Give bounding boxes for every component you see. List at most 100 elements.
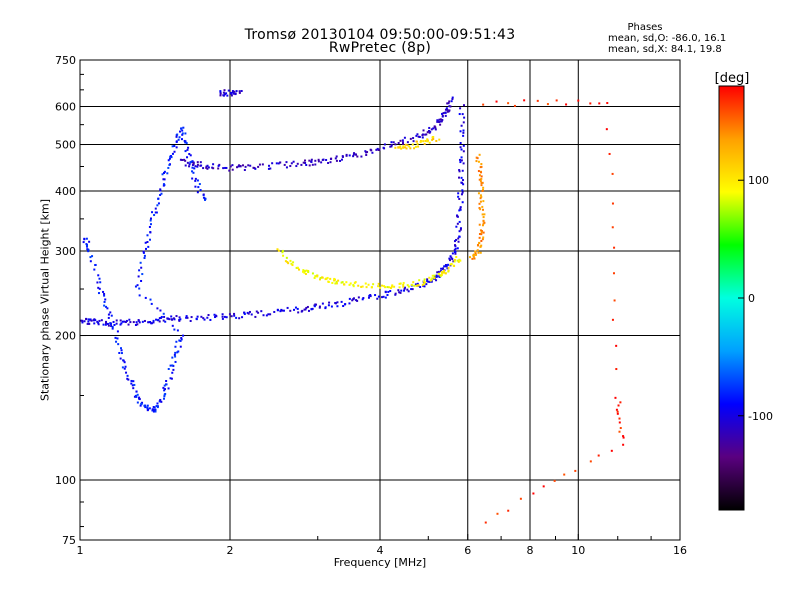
scatter-point	[123, 320, 126, 323]
scatter-point	[459, 207, 462, 210]
scatter-point	[318, 305, 321, 308]
scatter-point	[381, 296, 384, 299]
scatter-point	[415, 140, 418, 143]
scatter-point	[457, 237, 460, 240]
scatter-point	[96, 281, 99, 284]
scatter-point	[194, 177, 197, 180]
scatter-point	[170, 315, 173, 318]
scatter-point	[279, 161, 282, 164]
scatter-point	[458, 176, 461, 179]
scatter-point	[157, 318, 160, 321]
scatter-point	[618, 421, 621, 424]
scatter-point	[613, 299, 616, 302]
scatter-point	[458, 197, 461, 200]
scatter-point	[236, 166, 239, 169]
scatter-point	[435, 139, 438, 142]
scatter-point	[460, 176, 463, 179]
scatter-point	[136, 393, 139, 396]
scatter-point	[446, 108, 449, 111]
scatter-point	[314, 163, 317, 166]
scatter-point	[589, 460, 592, 463]
scatter-point	[461, 201, 464, 204]
scatter-point	[479, 180, 482, 183]
scatter-point	[444, 272, 447, 275]
scatter-point	[144, 241, 147, 244]
scatter-point	[173, 353, 176, 356]
scatter-point	[163, 170, 166, 173]
scatter-point	[408, 145, 411, 148]
scatter-point	[366, 151, 369, 154]
scatter-point	[450, 262, 453, 265]
scatter-point	[239, 165, 242, 168]
scatter-point	[295, 165, 298, 168]
scatter-point	[461, 191, 464, 194]
scatter-point	[453, 248, 456, 251]
scatter-point	[480, 182, 483, 185]
scatter-point	[611, 172, 614, 175]
scatter-point	[481, 238, 484, 241]
scatter-point	[348, 154, 351, 157]
scatter-point	[144, 296, 147, 299]
scatter-point	[459, 146, 462, 149]
scatter-point	[302, 270, 305, 273]
scatter-point	[407, 285, 410, 288]
scatter-point	[138, 396, 141, 399]
scatter-point	[459, 208, 462, 211]
scatter-point	[398, 146, 401, 149]
scatter-point	[151, 211, 154, 214]
scatter-point	[482, 216, 485, 219]
scatter-point	[423, 282, 426, 285]
scatter-point	[444, 111, 447, 114]
scatter-point	[176, 133, 179, 136]
scatter-point	[172, 364, 175, 367]
scatter-point	[85, 244, 88, 247]
scatter-point	[354, 281, 357, 284]
scatter-point	[598, 102, 601, 105]
scatter-point	[143, 404, 146, 407]
scatter-point	[225, 166, 228, 169]
scatter-point	[461, 169, 464, 172]
scatter-point	[127, 323, 130, 326]
scatter-point	[458, 113, 461, 116]
scatter-point	[453, 260, 456, 263]
scatter-point	[97, 321, 100, 324]
scatter-point	[352, 284, 355, 287]
scatter-point	[330, 305, 333, 308]
scatter-point	[314, 303, 317, 306]
scatter-point	[113, 323, 116, 326]
scatter-point	[349, 282, 352, 285]
scatter-point	[390, 145, 393, 148]
scatter-point	[310, 308, 313, 311]
scatter-point	[482, 200, 485, 203]
scatter-point	[422, 280, 425, 283]
scatter-point	[339, 159, 342, 162]
scatter-point	[141, 401, 144, 404]
scatter-point	[342, 305, 345, 308]
scatter-point	[304, 308, 307, 311]
scatter-point	[178, 339, 181, 342]
axis-ticks: 1 2 4 6 8 10 16 75 100 200 300 400 500 600 750	[55, 54, 687, 557]
scatter-point	[160, 192, 163, 195]
scatter-point	[163, 384, 166, 387]
scatter-point	[421, 133, 424, 136]
scatter-point	[230, 91, 233, 94]
scatter-point	[290, 162, 293, 165]
scatter-point	[317, 158, 320, 161]
scatter-point	[235, 316, 238, 319]
scatter-point	[377, 285, 380, 288]
scatter-point	[398, 291, 401, 294]
scatter-point	[352, 155, 355, 158]
scatter-point	[337, 279, 340, 282]
scatter-point	[439, 120, 442, 123]
scatter-point	[174, 360, 177, 363]
scatter-point	[411, 288, 414, 291]
scatter-point	[615, 408, 618, 411]
scatter-point	[287, 262, 290, 265]
scatter-point	[434, 276, 437, 279]
scatter-point	[133, 395, 136, 398]
scatter-point	[616, 410, 619, 413]
scatter-point	[175, 140, 178, 143]
scatter-point	[162, 312, 165, 315]
scatter-point	[428, 276, 431, 279]
